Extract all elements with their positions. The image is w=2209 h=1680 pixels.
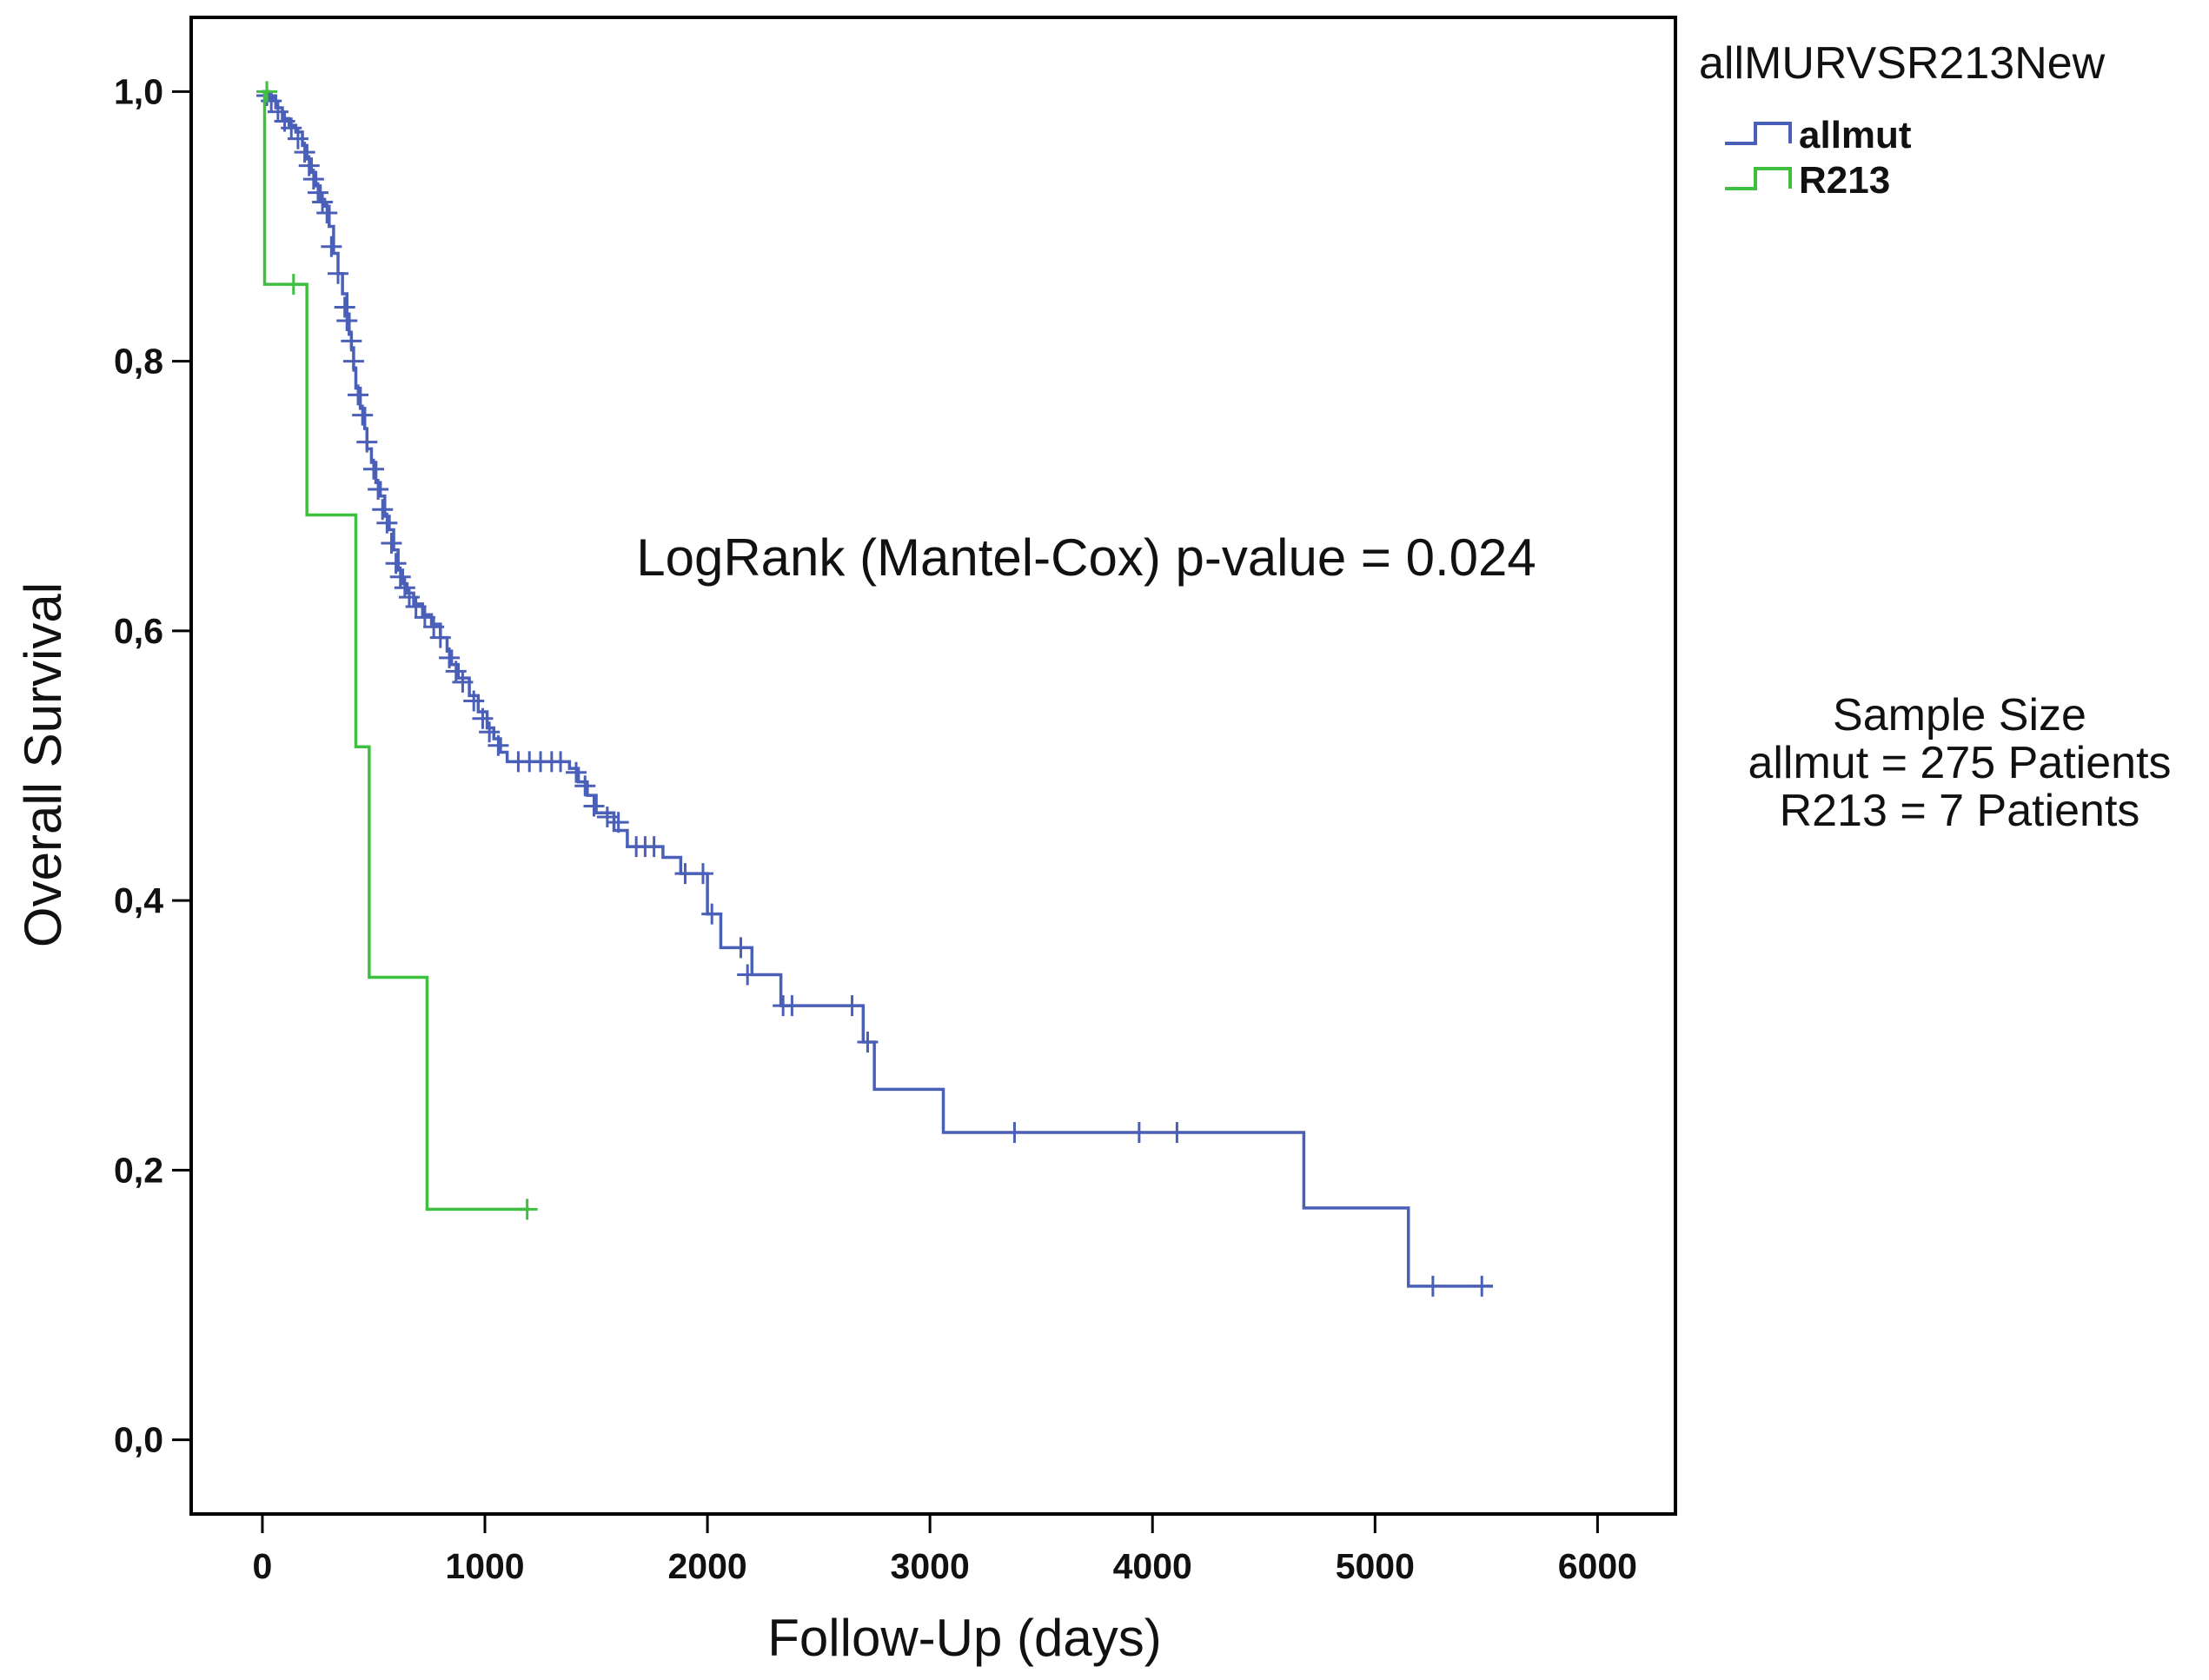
censor-mark-allmut xyxy=(472,707,494,729)
legend-title: allMURVSR213New xyxy=(1699,38,2106,89)
censor-mark-allmut xyxy=(328,262,349,284)
censor-mark-allmut xyxy=(298,155,320,176)
censor-mark-allmut xyxy=(1128,1121,1150,1143)
censor-mark-allmut xyxy=(452,671,474,693)
censor-mark-allmut xyxy=(550,751,572,773)
censor-mark-allmut xyxy=(574,775,596,797)
legend-swatch-r213 xyxy=(1725,167,1792,190)
legend-label-allmut: allmut xyxy=(1799,114,1912,156)
censor-mark-allmut xyxy=(1166,1121,1188,1143)
y-tick-label: 0,4 xyxy=(114,880,163,920)
censor-mark-allmut xyxy=(596,806,618,827)
censor-mark-allmut xyxy=(463,690,485,712)
censor-mark-allmut xyxy=(287,128,308,149)
censor-mark-allmut xyxy=(281,117,302,139)
censor-mark-r213 xyxy=(516,1199,538,1220)
y-tick-label: 0,2 xyxy=(114,1150,163,1190)
censor-mark-allmut xyxy=(429,627,451,648)
censor-mark-allmut xyxy=(362,458,384,480)
axes-layer: 0 1000 2000 3000 4000 5000 6000 0,0 0,2 0,4 0,6 0,8… xyxy=(114,71,1637,1586)
y-axis-title: Overall Survival xyxy=(14,582,72,947)
censor-mark-allmut xyxy=(479,721,501,743)
x-axis-title: Follow-Up (days) xyxy=(767,1609,1161,1667)
censor-mark-allmut xyxy=(488,734,509,756)
censor-mark-allmut xyxy=(381,533,402,554)
y-tick-label: 0,0 xyxy=(114,1420,163,1460)
legend-label-r213: R213 xyxy=(1799,159,1890,202)
censor-mark-allmut xyxy=(342,350,364,372)
survival-curve-r213 xyxy=(262,90,530,1212)
censor-mark-allmut xyxy=(302,169,324,190)
censor-mark-allmut xyxy=(307,182,328,203)
censor-mark-allmut xyxy=(566,761,587,783)
x-tick-label: 5000 xyxy=(1336,1546,1415,1586)
x-tick-label: 1000 xyxy=(445,1546,524,1586)
censor-mark-allmut xyxy=(294,142,315,163)
series-layer xyxy=(256,81,1494,1297)
censor-mark-allmut xyxy=(1422,1275,1443,1297)
censor-mark-allmut xyxy=(389,566,411,588)
censor-mark-r213 xyxy=(256,81,278,103)
x-tick-label: 0 xyxy=(253,1546,273,1586)
censor-mark-allmut xyxy=(372,499,394,521)
censor-mark-allmut xyxy=(394,577,415,599)
censor-mark-allmut xyxy=(341,330,362,352)
censor-mark-allmut xyxy=(316,202,338,223)
censor-mark-allmut xyxy=(730,937,752,959)
censor-mark-allmut xyxy=(348,384,369,406)
survival-curve-allmut xyxy=(262,90,1494,1288)
censor-mark-allmut xyxy=(423,616,445,638)
censor-mark-allmut xyxy=(336,310,358,332)
legend-swatch-allmut xyxy=(1725,122,1792,145)
y-tick-label: 0,8 xyxy=(114,342,163,382)
y-tick-label: 1,0 xyxy=(114,71,163,111)
censor-mark-r213 xyxy=(282,274,304,295)
censor-mark-allmut xyxy=(321,236,342,257)
censor-mark-allmut xyxy=(445,661,467,682)
censor-mark-allmut xyxy=(352,404,374,426)
censor-mark-allmut xyxy=(674,863,696,885)
sample-size-r213: R213 = 7 Patients xyxy=(1780,786,2140,836)
censor-mark-allmut xyxy=(356,431,378,453)
censor-mark-allmut xyxy=(1471,1275,1493,1297)
sample-size-note: Sample Size allmut = 275 Patients R213 =… xyxy=(1748,690,2171,836)
legend: allMURVSR213New allmut R213 xyxy=(1699,38,2106,202)
x-tick-label: 4000 xyxy=(1113,1546,1192,1586)
censor-mark-allmut xyxy=(737,964,759,986)
censor-mark-allmut xyxy=(385,553,407,574)
logrank-annotation: LogRank (Mantel-Cox) p-value = 0.024 xyxy=(636,528,1536,587)
censor-mark-allmut xyxy=(376,512,398,534)
censor-mark-allmut xyxy=(643,836,665,858)
censor-mark-allmut xyxy=(841,995,863,1017)
censor-mark-allmut xyxy=(857,1032,879,1053)
censor-mark-allmut xyxy=(781,995,803,1017)
censor-mark-allmut xyxy=(368,478,389,500)
censor-mark-allmut xyxy=(439,647,461,668)
censor-mark-allmut xyxy=(701,903,723,925)
x-tick-label: 6000 xyxy=(1558,1546,1637,1586)
censor-mark-allmut xyxy=(414,607,435,628)
censor-mark-allmut xyxy=(692,863,713,885)
y-tick-label: 0,6 xyxy=(114,611,163,651)
x-tick-label: 2000 xyxy=(667,1546,746,1586)
censor-mark-allmut xyxy=(312,191,334,213)
x-tick-label: 3000 xyxy=(891,1546,970,1586)
censor-mark-allmut xyxy=(1004,1121,1025,1143)
censor-mark-allmut xyxy=(607,812,629,833)
censor-mark-allmut xyxy=(583,795,605,817)
censor-mark-allmut xyxy=(334,296,355,318)
sample-size-title: Sample Size xyxy=(1833,690,2086,740)
censor-mark-allmut xyxy=(405,595,427,617)
sample-size-allmut: allmut = 275 Patients xyxy=(1748,738,2171,788)
plot-frame xyxy=(189,16,1677,1516)
